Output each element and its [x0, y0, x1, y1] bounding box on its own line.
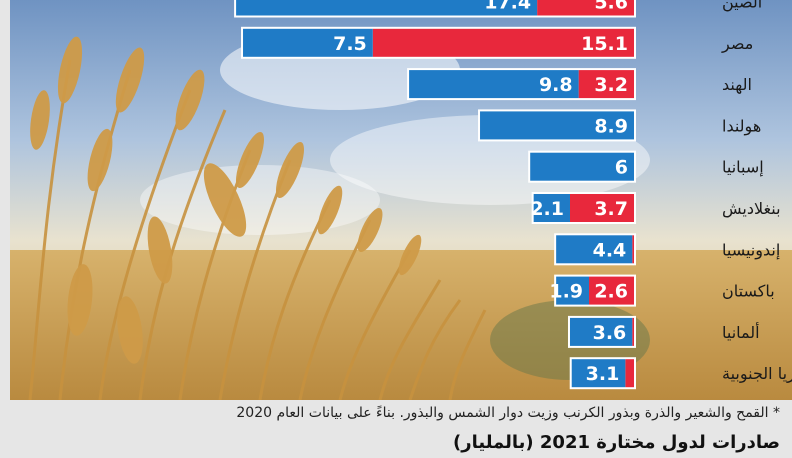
bar-segment-red — [632, 317, 634, 346]
bar-value-label-blue: 6 — [615, 157, 628, 179]
bar-value-label-blue: 8.9 — [594, 115, 628, 137]
bar-value-label-red: 3.2 — [594, 74, 628, 96]
category-label: هولندا — [722, 116, 761, 136]
bar-value-label-blue: 2.1 — [530, 198, 564, 220]
category-label: مصر — [721, 34, 753, 54]
bar-segment-red — [372, 28, 634, 57]
bar-chart: 17.4 5.6 الصين 7.5 15.1 مصر 9.8 3.2 الهند 8.9 هولن… — [234, 0, 792, 390]
category-label: باكستان — [722, 282, 775, 301]
bar-segment-blue — [533, 194, 570, 222]
category-label: الهند — [722, 75, 752, 95]
bar-value-label-blue: 4.4 — [593, 239, 627, 261]
bar-segment-blue — [571, 359, 626, 388]
bar-segment-blue — [480, 111, 634, 140]
bar-value-label-red: 5.6 — [594, 0, 628, 14]
bar-value-label-blue: 3.1 — [586, 363, 620, 385]
bar-value-label-blue: 17.4 — [484, 0, 531, 14]
bar-segment-red — [537, 0, 634, 16]
chart-subtitle: صادرات لدول مختارة 2021 (بالمليار) — [453, 432, 780, 453]
bar-segment-red — [569, 194, 634, 222]
bar-segment-blue — [243, 28, 373, 57]
bar-segment-red — [632, 235, 634, 264]
footnote: * القمح والشعير والذرة وبذور الكرنب وزيت… — [236, 405, 780, 421]
bar-segment-red — [625, 359, 634, 388]
bar-segment-blue — [556, 235, 633, 264]
bar-value-label-blue: 7.5 — [333, 33, 367, 55]
bar-segment-blue — [530, 152, 634, 181]
bar-value-label-red: 15.1 — [581, 33, 628, 55]
category-label: ألمانيا — [722, 322, 760, 342]
bar-segment-blue — [409, 70, 579, 99]
bar-segment-red — [589, 276, 634, 305]
bar-value-label-red: 2.6 — [594, 281, 628, 303]
bar-value-label-blue: 9.8 — [539, 74, 573, 96]
bar-segment-red — [578, 70, 634, 99]
category-label: كوريا الجنوبية — [722, 364, 792, 384]
category-label: إندونيسيا — [722, 240, 780, 260]
category-label: الصين — [722, 0, 762, 13]
bar-segment-blue — [569, 317, 633, 346]
bar-segment-blue — [236, 0, 538, 16]
category-label: بنغلاديش — [722, 199, 781, 219]
bar-value-label-red: 3.7 — [594, 198, 628, 220]
bar-value-label-blue: 1.9 — [549, 281, 583, 303]
bar-value-label-blue: 3.6 — [593, 322, 627, 344]
category-label: إسبانيا — [722, 158, 764, 177]
bar-segment-blue — [556, 276, 590, 305]
